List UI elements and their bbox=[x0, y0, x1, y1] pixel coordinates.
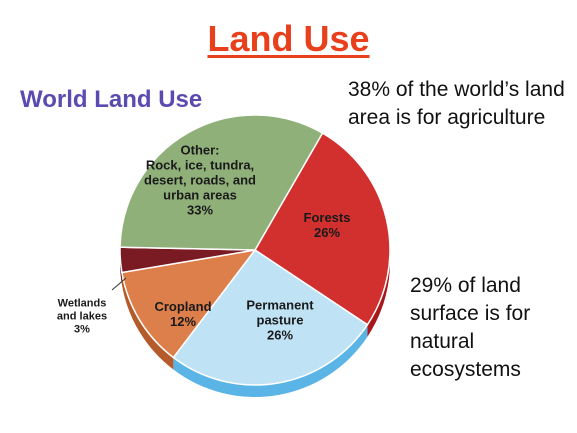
slice-label-line: 33% bbox=[187, 203, 213, 218]
pie-slice-forests bbox=[253, 132, 391, 326]
pie-rim-wetlands bbox=[120, 247, 122, 285]
pie-rim-forests bbox=[367, 238, 390, 337]
slice-label-line: Wetlands bbox=[58, 298, 107, 310]
slice-label-line: 3% bbox=[74, 324, 90, 336]
chart-subtitle: World Land Use bbox=[20, 86, 203, 113]
slice-label-line: and lakes bbox=[57, 311, 107, 323]
slice-label-forests: Forests 26% bbox=[304, 210, 351, 240]
pie-labels: Forests 26%Permanent pasture 26%Cropland 12%… bbox=[57, 143, 351, 343]
slice-label-line: Cropland bbox=[154, 299, 211, 314]
slice-label-line: pasture bbox=[257, 313, 304, 328]
slice-label-other: Other: Rock, ice, tundra, desert, roads, a… bbox=[144, 143, 256, 218]
ecosystems-note: 29% of land surface is for natural ecosy… bbox=[410, 274, 531, 381]
pie-slice-cropland bbox=[121, 248, 257, 359]
slice-label-line: desert, roads, and bbox=[144, 173, 256, 188]
slice-label-line: Forests bbox=[304, 210, 351, 225]
pie-rim-cropland bbox=[121, 272, 174, 370]
slice-label-permanent: Permanent pasture 26% bbox=[246, 298, 314, 343]
slice-label-line: Rock, ice, tundra, bbox=[146, 158, 254, 173]
slice-label-line: Other: bbox=[181, 143, 220, 158]
pie-slice-permanent bbox=[172, 248, 369, 386]
wetlands-leader-line bbox=[111, 277, 127, 291]
slice-label-line: 26% bbox=[267, 328, 293, 343]
agriculture-note: 38% of the world’s land area is for agri… bbox=[348, 78, 565, 129]
pie-slices bbox=[119, 114, 391, 386]
slice-label-wetlands: Wetlands and lakes 3% bbox=[57, 298, 107, 336]
slice-label-line: Permanent bbox=[246, 298, 314, 313]
page-title: Land Use bbox=[207, 18, 370, 59]
slice-label-line: urban areas bbox=[163, 188, 237, 203]
slice-label-line: 26% bbox=[314, 225, 340, 240]
slice-label-line: 12% bbox=[170, 314, 196, 329]
slice-label-cropland: Cropland 12% bbox=[154, 299, 211, 329]
pie-slice-other bbox=[119, 114, 324, 251]
pie-rim-permanent bbox=[173, 324, 368, 397]
